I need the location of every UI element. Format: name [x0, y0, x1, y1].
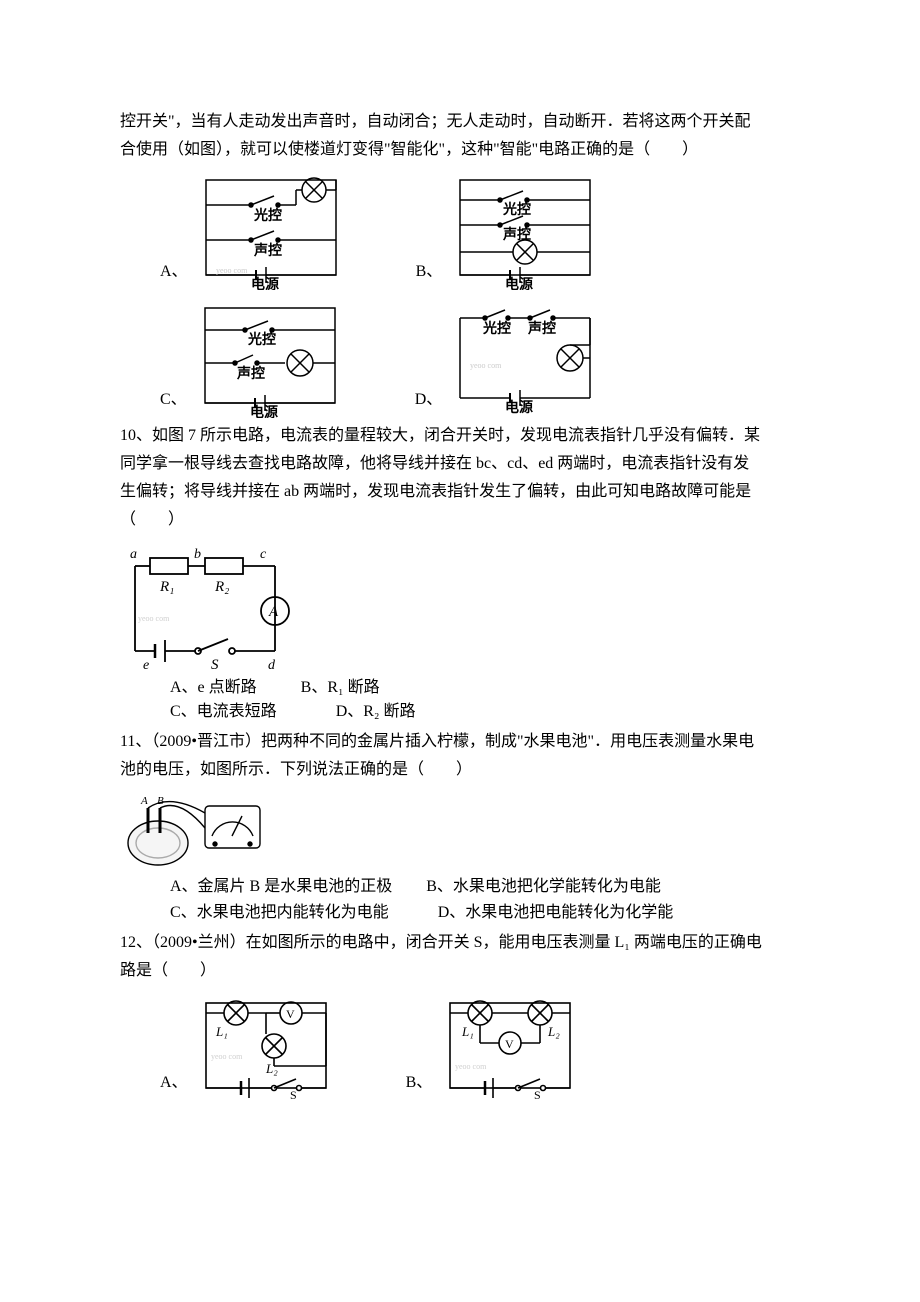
svg-text:L₁: L₁ [215, 1024, 228, 1039]
q9-options-row1: A、 光控 声控 电源 [120, 170, 805, 290]
svg-text:V: V [286, 1007, 295, 1021]
q12-line1: （2009•兰州）在如图所示的电路中，闭合开关 S，能用电压表测量 L₁ 两端电… [152, 934, 762, 951]
svg-text:电源: 电源 [250, 404, 278, 418]
q12-num: 12、 [120, 934, 152, 951]
q12-circuit-A-icon: V L₁ L₂ S yeoo com [196, 991, 336, 1101]
svg-text:电源: 电源 [505, 276, 533, 290]
svg-text:e: e [143, 658, 149, 673]
svg-text:V: V [505, 1037, 514, 1051]
q11-optC: C、水果电池把内能转化为电能 [170, 904, 389, 921]
q10-circuit-icon: a b c R₁ R₂ A e S d yeoo com [120, 536, 290, 676]
svg-text:光控: 光控 [247, 331, 276, 348]
svg-text:d: d [268, 658, 276, 673]
q12-text: 12、（2009•兰州）在如图所示的电路中，闭合开关 S，能用电压表测量 L₁ … [120, 931, 805, 955]
svg-text:R₁: R₁ [159, 579, 174, 595]
q9-text-line2: 合使用（如图），就可以使楼道灯变得"智能化"，这种"智能"电路正确的是（ ） [120, 138, 805, 162]
svg-text:yeoo com: yeoo com [138, 614, 170, 623]
svg-text:光控: 光控 [253, 207, 282, 224]
q10-text: 10、如图 7 所示电路，电流表的量程较大，闭合开关时，发现电流表指针几乎没有偏… [120, 424, 805, 448]
svg-text:电源: 电源 [505, 399, 533, 416]
svg-text:S: S [211, 657, 219, 673]
q9-optB-label: B、 [416, 260, 443, 284]
q9-circuit-A-icon: 光控 声控 电源 yeoo com [196, 170, 346, 290]
q9-circuit-C-icon: 光控 声控 电源 [195, 298, 345, 418]
svg-text:S: S [290, 1088, 297, 1101]
svg-text:电源: 电源 [251, 276, 279, 290]
svg-text:光控: 光控 [502, 201, 531, 218]
q10-line2: 同学拿一根导线去查找电路故障，他将导线并接在 bc、cd、ed 两端时，电流表指… [120, 452, 805, 476]
q11-opts-row2: C、水果电池把内能转化为电能 D、水果电池把电能转化为化学能 [120, 901, 805, 925]
q10-line1: 如图 7 所示电路，电流表的量程较大，闭合开关时，发现电流表指针几乎没有偏转．某 [152, 427, 760, 444]
q9-optD-label: D、 [415, 388, 443, 412]
q12-options-row1: A、 V [120, 991, 805, 1101]
q11-optA: A、金属片 B 是水果电池的正极 [170, 878, 392, 895]
q12-optB-label: B、 [406, 1071, 433, 1095]
svg-text:A: A [268, 604, 279, 620]
svg-text:声控: 声控 [527, 320, 556, 337]
svg-text:S: S [534, 1088, 541, 1101]
q10-optC: C、电流表短路 [170, 703, 277, 720]
svg-text:声控: 声控 [236, 365, 265, 382]
q11-optD: D、水果电池把电能转化为化学能 [438, 904, 674, 921]
svg-text:R₂: R₂ [214, 579, 229, 595]
q9-optC-label: C、 [160, 388, 187, 412]
q11-text: 11、（2009•晋江市）把两种不同的金属片插入柠檬，制成"水果电池"．用电压表… [120, 730, 805, 754]
q11-num: 11、 [120, 733, 151, 750]
svg-text:光控: 光控 [482, 320, 511, 337]
svg-text:a: a [130, 547, 137, 562]
q11-line2: 池的电压，如图所示．下列说法正确的是（ ） [120, 758, 805, 782]
svg-text:声控: 声控 [253, 242, 282, 259]
q12-optA-label: A、 [160, 1071, 188, 1095]
svg-text:yeoo com: yeoo com [470, 361, 502, 370]
svg-text:yeoo com: yeoo com [211, 1052, 243, 1061]
q11-opts-row1: A、金属片 B 是水果电池的正极 B、水果电池把化学能转化为电能 [120, 875, 805, 899]
q10-optB: B、R₁ 断路 [301, 679, 380, 696]
svg-text:yeoo com: yeoo com [455, 1062, 487, 1071]
q11-fruit-battery-icon: A B [120, 788, 270, 873]
svg-text:b: b [194, 547, 201, 562]
q9-circuit-D-icon: 光控 声控 电源 yeoo com [450, 298, 600, 418]
q12-circuit-B-icon: V L₁ L₂ S yeoo com [440, 991, 580, 1101]
q9-circuit-B-icon: 光控 声控 电源 [450, 170, 600, 290]
svg-text:A: A [140, 795, 148, 807]
q10-optA: A、e 点断路 [170, 679, 257, 696]
svg-text:L₁: L₁ [461, 1024, 474, 1039]
q9-options-row2: C、 光控 声控 电源 D、 [120, 298, 805, 418]
svg-text:c: c [260, 547, 267, 562]
q10-line3: 生偏转；将导线并接在 ab 两端时，发现电流表指针发生了偏转，由此可知电路故障可… [120, 480, 805, 504]
svg-text:L₂: L₂ [265, 1061, 278, 1076]
svg-text:L₂: L₂ [547, 1024, 560, 1039]
q10-num: 10、 [120, 427, 152, 444]
q11-optB: B、水果电池把化学能转化为电能 [426, 878, 661, 895]
q10-opts-row2: C、电流表短路 D、R₂ 断路 [120, 700, 805, 724]
q9-optA-label: A、 [160, 260, 188, 284]
q10-line4: （ ） [120, 508, 805, 532]
q12-line2: 路是（ ） [120, 959, 805, 983]
svg-text:声控: 声控 [502, 226, 531, 243]
svg-text:B: B [157, 795, 164, 807]
q11-line1: （2009•晋江市）把两种不同的金属片插入柠檬，制成"水果电池"．用电压表测量水… [151, 733, 754, 750]
q10-opts-row1: A、e 点断路 B、R₁ 断路 [120, 676, 805, 700]
q10-optD: D、R₂ 断路 [336, 703, 416, 720]
svg-text:yeoo com: yeoo com [216, 266, 248, 275]
q9-text-line1: 控开关"，当有人走动发出声音时，自动闭合；无人走动时，自动断开．若将这两个开关配 [120, 110, 805, 134]
